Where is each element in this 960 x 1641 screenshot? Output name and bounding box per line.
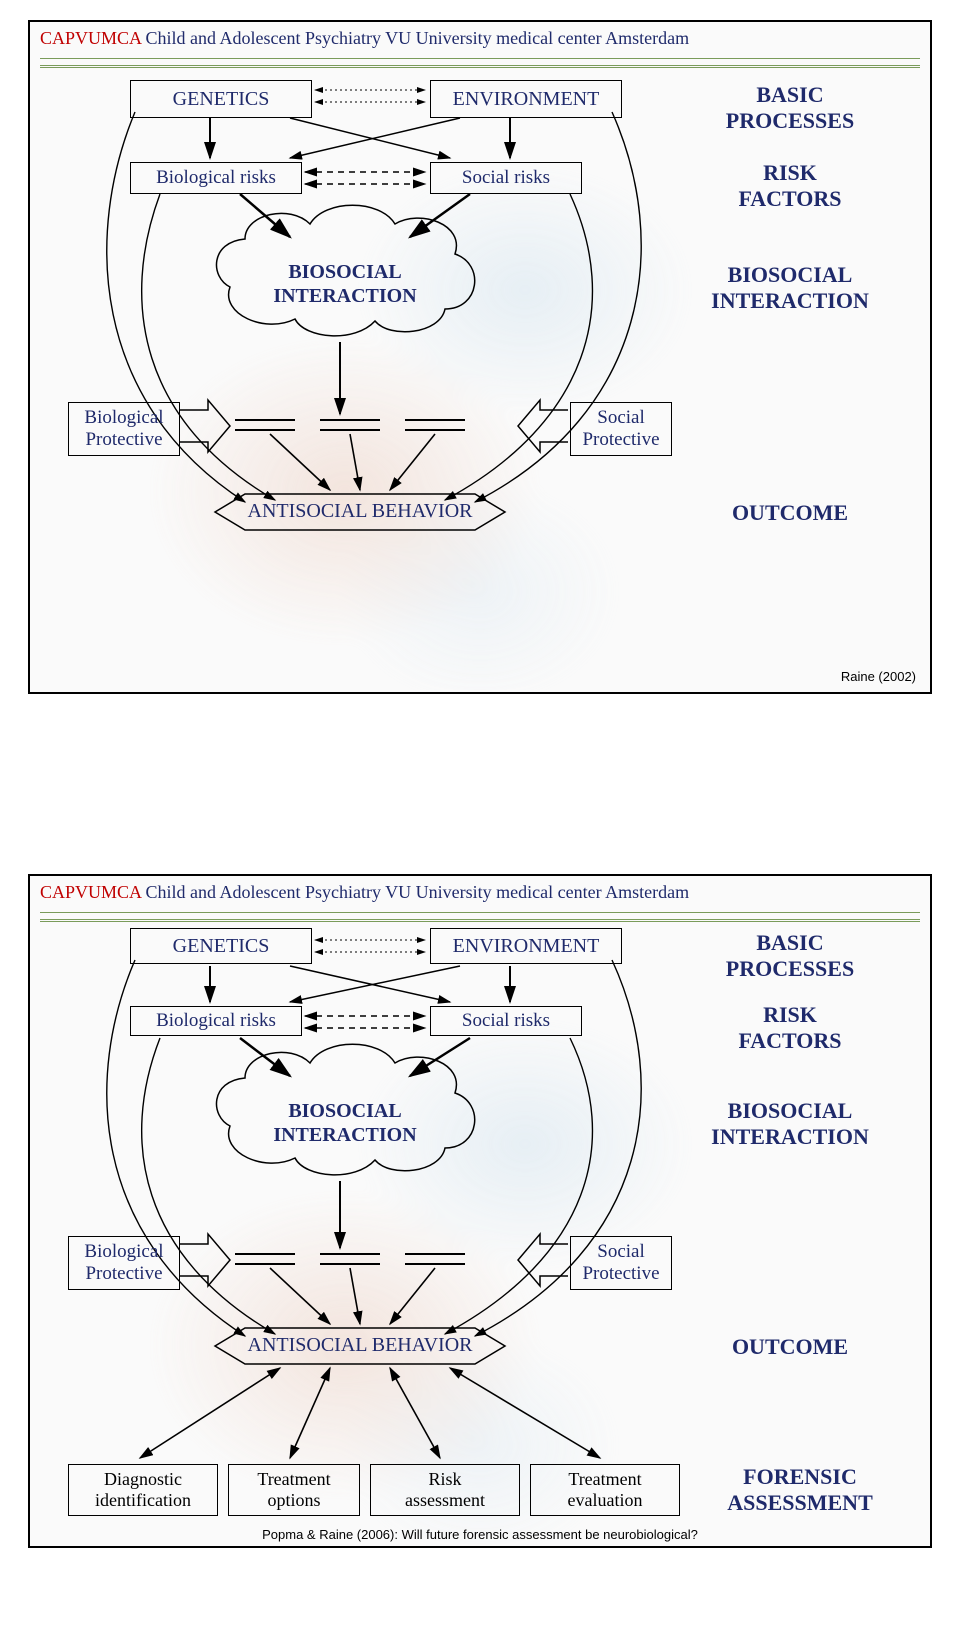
node-biosocial-cloud: BIOSOCIAL INTERACTION (265, 260, 425, 308)
node-environment: ENVIRONMENT (430, 928, 622, 964)
node-soc-protect: Social Protective (570, 1236, 672, 1290)
node-bio-protect: Biological Protective (68, 1236, 180, 1290)
node-antisocial: ANTISOCIAL BEHAVIOR (245, 1334, 475, 1357)
citation-popma-raine: Popma & Raine (2006): Will future forens… (30, 1527, 930, 1542)
label-basic-processes: BASIC PROCESSES (680, 82, 900, 135)
label-outcome: OUTCOME (680, 1334, 900, 1360)
box-treatment-options: Treatment options (228, 1464, 360, 1516)
label-basic-processes: BASIC PROCESSES (680, 930, 900, 983)
slide-popma-raine-2006: CAPVUMCA Child and Adolescent Psychiatry… (28, 874, 932, 1548)
label-outcome: OUTCOME (680, 500, 900, 526)
node-bio-protect: Biological Protective (68, 402, 180, 456)
label-biosocial: BIOSOCIAL INTERACTION (680, 1098, 900, 1151)
node-soc-risks: Social risks (430, 1006, 582, 1036)
node-bio-risks: Biological risks (130, 1006, 302, 1036)
box-treatment-evaluation: Treatment evaluation (530, 1464, 680, 1516)
node-environment: ENVIRONMENT (430, 80, 622, 118)
label-biosocial: BIOSOCIAL INTERACTION (680, 262, 900, 315)
node-genetics: GENETICS (130, 928, 312, 964)
node-antisocial: ANTISOCIAL BEHAVIOR (245, 500, 475, 523)
node-genetics: GENETICS (130, 80, 312, 118)
node-biosocial-cloud: BIOSOCIAL INTERACTION (265, 1099, 425, 1147)
node-soc-risks: Social risks (430, 162, 582, 194)
label-risk-factors: RISK FACTORS (680, 160, 900, 213)
box-diagnostic-identification: Diagnostic identification (68, 1464, 218, 1516)
citation-raine: Raine (2002) (841, 669, 916, 684)
label-risk-factors: RISK FACTORS (680, 1002, 900, 1055)
label-forensic: FORENSIC ASSESSMENT (690, 1464, 910, 1517)
box-risk-assessment: Risk assessment (370, 1464, 520, 1516)
node-soc-protect: Social Protective (570, 402, 672, 456)
slide-raine-2002: CAPVUMCA Child and Adolescent Psychiatry… (28, 20, 932, 694)
node-bio-risks: Biological risks (130, 162, 302, 194)
